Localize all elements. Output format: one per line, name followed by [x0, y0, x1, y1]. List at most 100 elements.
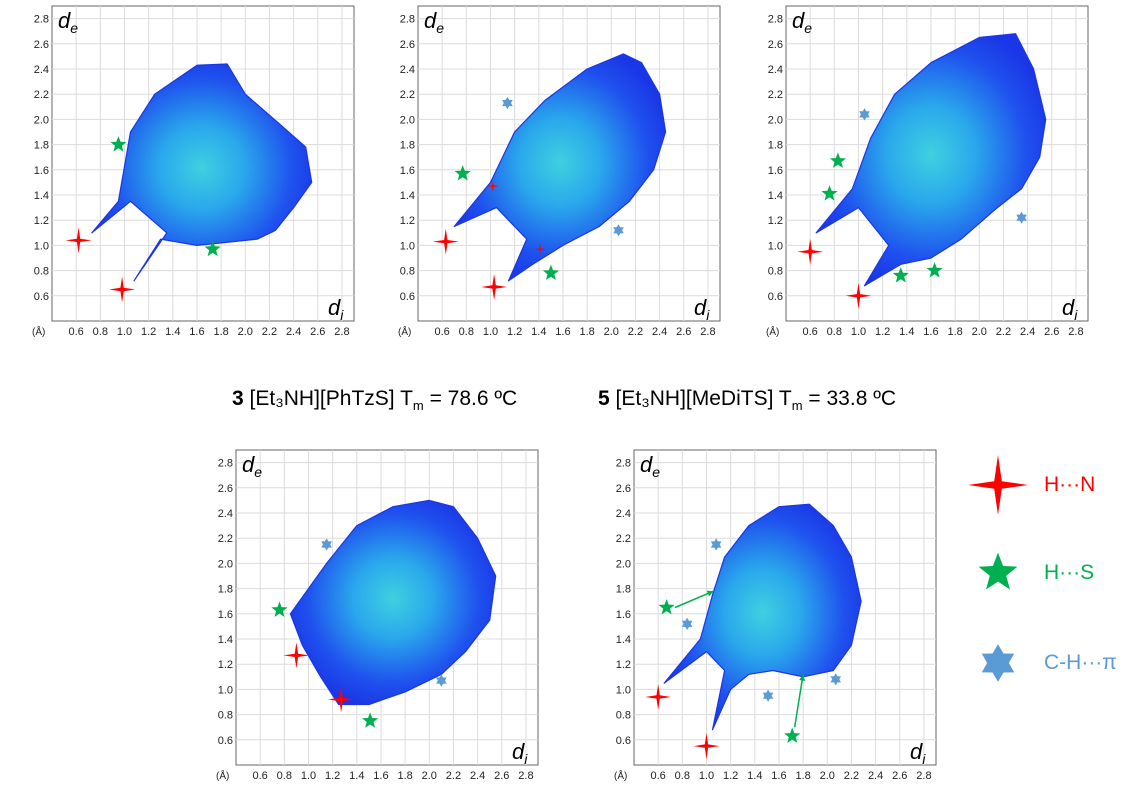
y-tick-label: 1.2: [34, 215, 49, 227]
panel-top-right: 0.6 0.8 1.0 1.2 1.4 1.6 1.8 2.0 2.2 2.4 2.6 2.8 0.6 0…: [766, 5, 1089, 338]
x-tick-label: 0.6: [435, 326, 450, 338]
panel-bottom-middle: 0.6 0.8 1.0 1.2 1.4 1.6 1.8 2.0 2.2 2.4 2.6 2.8 0.6 0…: [614, 449, 937, 782]
y-tick-label: 0.8: [218, 710, 233, 722]
x-tick-label: 1.4: [899, 326, 914, 338]
y-tick-label: 2.2: [616, 533, 631, 545]
x-tick-label: 1.8: [795, 770, 810, 782]
y-tick-label: 2.2: [34, 89, 49, 101]
caption-3-number: 3: [232, 387, 244, 410]
c-h-pi-marker: [436, 674, 447, 687]
y-tick-label: 1.2: [218, 659, 233, 671]
x-tick-label: 2.4: [470, 770, 485, 782]
x-axis-label: di: [328, 295, 344, 323]
y-tick-label: 2.2: [768, 89, 783, 101]
x-tick-label: 1.4: [349, 770, 364, 782]
c-h-pi-marker: [710, 538, 722, 551]
y-tick-label: 1.4: [34, 190, 49, 202]
y-tick-label: 0.6: [34, 291, 49, 303]
h-n-marker: [486, 180, 499, 193]
y-tick-label: 1.6: [616, 609, 631, 621]
h-s-marker: [542, 264, 559, 280]
y-tick-label: 1.8: [768, 140, 783, 152]
x-tick-label: 0.6: [69, 326, 84, 338]
h-n-marker: [534, 243, 546, 256]
annotation-arrowhead: [706, 590, 714, 597]
caption-3-text: [Et₃NH][PhTzS] T: [249, 387, 413, 410]
x-tick-label: 2.0: [604, 326, 619, 338]
x-tick-label: 0.8: [675, 770, 690, 782]
c-h-pi-marker: [681, 617, 693, 630]
x-tick-label: 1.2: [507, 326, 522, 338]
x-tick-label: 1.2: [325, 770, 340, 782]
caption-5-text: [Et₃NH][MeDiTS] T: [615, 387, 792, 410]
y-tick-label: 1.2: [616, 659, 631, 671]
caption-compound-3: 3 [Et₃NH][PhTzS] Tm = 78.6 ºC: [232, 387, 517, 413]
panel-top-left: 0.6 0.8 1.0 1.2 1.4 1.6 1.8 2.0 2.2 2.4 2.6 2.8 0.6 0…: [32, 5, 355, 338]
x-tick-label: 2.2: [996, 326, 1011, 338]
y-tick-label: 0.8: [616, 710, 631, 722]
y-tick-label: 1.8: [218, 584, 233, 596]
y-tick-label: 2.6: [218, 483, 233, 495]
y-tick-label: 2.0: [218, 558, 233, 570]
legend-label-c-h-pi: C-H···π: [1044, 651, 1117, 674]
h-s-marker: [829, 152, 846, 168]
y-tick-label: 2.8: [768, 14, 783, 26]
legend: H···N H···S C-H···π: [958, 455, 1134, 695]
unit-label: (Å): [216, 769, 229, 782]
y-tick-label: 1.4: [218, 634, 233, 646]
y-tick-label: 1.2: [400, 215, 415, 227]
c-h-pi-marker: [502, 96, 513, 110]
x-tick-label: 0.8: [277, 770, 292, 782]
y-tick-label: 1.4: [768, 190, 783, 202]
y-tick-label: 2.0: [34, 114, 49, 126]
x-tick-label: 1.4: [747, 770, 762, 782]
h-s-marker: [784, 727, 801, 743]
legend-item-h-n: H···N: [958, 455, 1134, 515]
y-tick-label: 1.4: [400, 190, 415, 202]
unit-label: (Å): [398, 325, 411, 338]
x-tick-label: 1.4: [531, 326, 546, 338]
x-tick-label: 2.2: [262, 326, 277, 338]
four-point-star-icon: [968, 455, 1028, 515]
c-h-pi-marker: [1016, 211, 1027, 224]
y-tick-label: 1.0: [616, 684, 631, 696]
h-s-marker: [821, 185, 838, 201]
x-tick-label: 1.8: [397, 770, 412, 782]
x-tick-label: 2.4: [652, 326, 667, 338]
h-s-marker: [271, 601, 288, 617]
y-tick-label: 2.6: [768, 39, 783, 51]
x-tick-label: 1.0: [301, 770, 316, 782]
x-tick-label: 2.8: [1068, 326, 1083, 338]
x-tick-label: 2.4: [286, 326, 301, 338]
caption-3-value: = 78.6 ºC: [423, 387, 518, 410]
x-tick-label: 1.4: [165, 326, 180, 338]
y-tick-label: 2.0: [400, 114, 415, 126]
y-tick-label: 2.8: [218, 458, 233, 470]
x-tick-label: 2.6: [676, 326, 691, 338]
h-n-marker: [645, 684, 672, 710]
y-tick-label: 0.8: [768, 266, 783, 278]
y-tick-label: 0.8: [400, 266, 415, 278]
legend-item-c-h-pi: C-H···π: [958, 633, 1134, 693]
x-tick-label: 2.2: [446, 770, 461, 782]
caption-5-number: 5: [598, 387, 610, 410]
y-tick-label: 2.6: [400, 39, 415, 51]
y-tick-label: 1.6: [400, 165, 415, 177]
h-n-marker: [328, 686, 355, 713]
fingerprint-region: [815, 33, 1047, 287]
x-tick-label: 2.6: [310, 326, 325, 338]
h-s-marker: [658, 599, 675, 615]
y-tick-label: 0.8: [34, 266, 49, 278]
legend-label-h-s: H···S: [1044, 561, 1095, 584]
caption-compound-5: 5 [Et₃NH][MeDiTS] Tm = 33.8 ºC: [598, 387, 896, 413]
six-point-star-icon: [981, 644, 1015, 682]
caption-3-sub: m: [412, 398, 424, 414]
h-s-marker: [362, 712, 379, 728]
y-tick-label: 0.6: [400, 291, 415, 303]
y-tick-label: 1.0: [34, 240, 49, 252]
h-s-marker: [204, 240, 221, 257]
h-n-marker: [283, 642, 310, 669]
x-tick-label: 2.0: [422, 770, 437, 782]
fingerprint-region: [91, 63, 313, 282]
